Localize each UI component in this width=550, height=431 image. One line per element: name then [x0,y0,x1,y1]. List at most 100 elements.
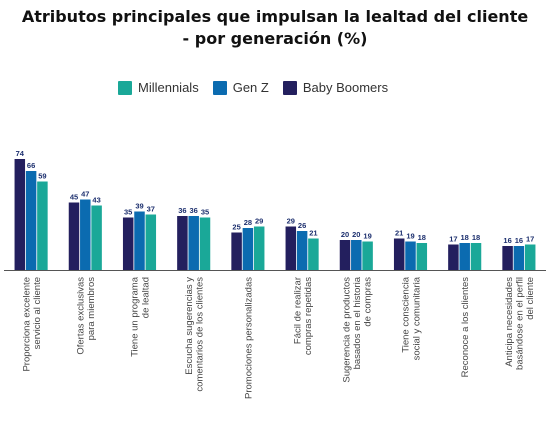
category-label-10-line-2: basándose en el perfil [514,277,525,370]
bar-baby-boomers-9 [448,244,459,270]
value-label-baby-boomers-2: 45 [70,193,78,202]
value-label-gen-z-4: 36 [190,206,198,215]
value-label-millennials-2: 43 [92,196,100,205]
bar-gen-z-8 [405,241,416,270]
value-label-gen-z-6: 26 [298,221,306,230]
bar-gen-z-9 [459,243,470,270]
bar-millennials-10 [524,244,536,270]
value-label-gen-z-3: 39 [135,202,143,211]
value-label-baby-boomers-3: 35 [124,208,132,217]
bar-baby-boomers-5 [231,232,242,270]
bar-gen-z-7 [351,240,362,270]
category-label-8: Tiene consciencia social y comunitaria [401,276,423,360]
category-label-7-line-1: Sugerencia de productos [341,277,352,383]
category-label-5-line-1: Promociones personalizadas [243,277,254,399]
bar-millennials-1 [37,181,48,270]
value-label-gen-z-8: 19 [406,232,414,241]
value-label-baby-boomers-8: 21 [395,229,403,238]
bar-millennials-7 [362,241,373,270]
bar-baby-boomers-8 [393,238,405,270]
bar-baby-boomers-3 [122,217,134,270]
bar-baby-boomers-2 [68,202,80,270]
bar-gen-z-4 [188,216,199,270]
category-label-1-line-2: servicio al cliente [32,277,43,349]
category-label-7-line-2: basados en el historia [352,276,363,369]
value-label-millennials-7: 19 [363,232,371,241]
bar-millennials-4 [199,217,211,270]
value-label-millennials-9: 18 [472,233,480,242]
category-label-9: Reconoce a los clientes [460,277,471,378]
category-label-10-line-3: del cliente [525,277,536,320]
bar-millennials-6 [308,238,319,270]
category-label-3: Tiene un programa de lealtad [130,276,152,357]
bar-baby-boomers-1 [14,159,26,270]
bar-millennials-9 [470,243,482,270]
value-label-gen-z-1: 66 [27,161,35,170]
bar-millennials-3 [145,214,157,270]
category-label-1: Proporciona excelente servicio al cliente [21,277,43,372]
value-label-baby-boomers-6: 29 [287,217,295,226]
legend-swatch-baby-boomers [282,80,297,95]
category-label-7: Sugerencia de productos basados en el his… [341,276,373,382]
legend-item-gen-z: Gen Z [212,80,269,95]
legend-label-gen-z: Gen Z [232,80,269,95]
bar-millennials-5 [253,226,265,270]
legend-swatch-millennials [118,80,132,95]
legend-swatch-gen-z [212,80,227,95]
bar-gen-z-2 [80,199,91,270]
category-label-4: Escucha sugerencias y comentarios de los … [184,277,206,392]
chart-legend: Millennials Gen Z Baby Boomers [118,80,388,95]
category-label-5: Promociones personalizadas [243,277,254,399]
chart-title: Atributos principales que impulsan la le… [0,6,550,50]
category-label-8-line-1: Tiene consciencia [401,276,412,352]
bar-millennials-8 [416,243,428,270]
value-label-baby-boomers-7: 20 [341,230,349,239]
value-label-millennials-3: 37 [147,205,155,214]
value-label-baby-boomers-5: 25 [232,223,240,232]
bar-baby-boomers-10 [502,246,513,270]
value-label-baby-boomers-4: 36 [178,206,186,215]
chart-title-line-2: - por generación (%) [182,29,368,48]
chart-title-line-1: Atributos principales que impulsan la le… [21,7,529,26]
legend-item-millennials: Millennials [118,80,199,95]
bar-gen-z-1 [25,171,37,270]
value-label-baby-boomers-9: 17 [449,235,457,244]
category-label-4-line-2: comentarios de los clientes [195,277,206,392]
value-label-baby-boomers-1: 74 [16,149,25,158]
value-label-millennials-5: 29 [255,217,263,226]
value-label-gen-z-7: 20 [352,230,360,239]
category-label-2-line-2: para miembros [86,277,97,341]
category-label-8-line-2: social y comunitaria [411,276,422,360]
category-label-3-line-1: Tiene un programa [130,276,141,357]
category-label-1-line-1: Proporciona excelente [21,277,32,372]
category-label-10: Anticipa necesidades basándose en el perf… [504,277,536,370]
value-label-gen-z-5: 28 [244,218,252,227]
value-label-baby-boomers-10: 16 [503,236,511,245]
value-label-millennials-4: 35 [201,208,209,217]
value-label-millennials-6: 21 [309,229,317,238]
value-label-millennials-10: 17 [526,235,534,244]
bar-gen-z-3 [134,211,145,270]
category-label-9-line-1: Reconoce a los clientes [460,277,471,378]
category-label-2: Ofertas exclusivas para miembros [76,277,98,355]
legend-item-baby-boomers: Baby Boomers [282,80,389,95]
category-label-3-line-2: de lealtad [140,277,151,318]
category-label-6: Fácil de realizar compras repetidas [292,277,314,355]
category-label-10-line-1: Anticipa necesidades [504,277,515,367]
category-label-2-line-1: Ofertas exclusivas [76,277,87,355]
bar-millennials-2 [91,205,102,270]
legend-label-millennials: Millennials [138,80,199,95]
bar-baby-boomers-6 [285,226,297,270]
value-label-millennials-1: 59 [38,172,46,181]
category-label-6-line-2: compras repetidas [303,277,314,355]
category-label-7-line-3: de compras [362,277,373,327]
value-label-gen-z-2: 47 [81,190,89,199]
legend-label-baby-boomers: Baby Boomers [302,80,389,95]
category-label-4-line-1: Escucha sugerencias y [184,277,195,375]
category-label-6-line-1: Fácil de realizar [292,277,303,344]
value-label-gen-z-9: 18 [461,233,469,242]
bar-baby-boomers-7 [339,240,351,270]
bar-gen-z-5 [242,228,254,270]
